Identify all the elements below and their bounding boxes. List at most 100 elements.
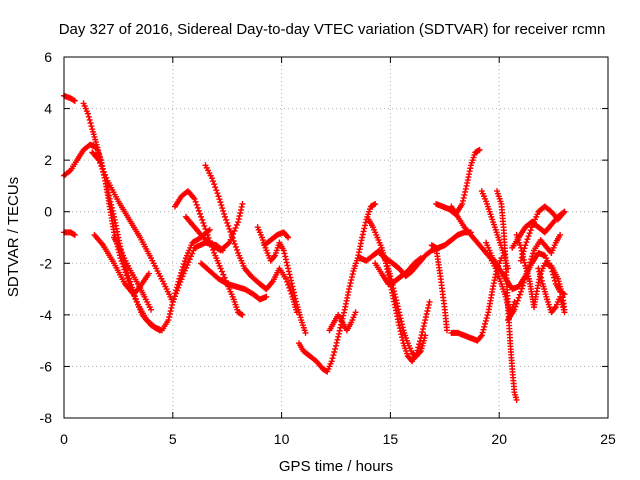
y-tick-label: -6 bbox=[40, 358, 53, 374]
data-point-plus bbox=[517, 257, 524, 264]
data-point-plus bbox=[333, 339, 340, 346]
data-point-plus bbox=[223, 216, 230, 223]
data-point-plus bbox=[238, 203, 245, 210]
data-point-plus bbox=[199, 216, 206, 223]
data-point-plus bbox=[459, 200, 466, 207]
data-point-plus bbox=[202, 225, 209, 232]
data-point-plus bbox=[224, 219, 231, 226]
series-arc-21 bbox=[433, 146, 483, 218]
data-point-plus bbox=[425, 301, 432, 308]
data-point-plus bbox=[216, 196, 223, 203]
data-point-plus bbox=[360, 228, 367, 235]
data-point-plus bbox=[513, 396, 520, 403]
data-point-plus bbox=[288, 277, 295, 284]
series-arc-1 bbox=[61, 92, 78, 104]
plot-frame bbox=[63, 56, 609, 419]
data-point-plus bbox=[336, 327, 343, 334]
data-point-plus bbox=[177, 279, 184, 286]
data-point-plus bbox=[174, 287, 181, 294]
data-point-plus bbox=[171, 293, 178, 300]
data-point-plus bbox=[421, 320, 428, 327]
grid bbox=[64, 57, 608, 418]
data-point-plus bbox=[107, 198, 114, 205]
data-point-plus bbox=[214, 190, 221, 197]
data-point-plus bbox=[176, 281, 183, 288]
data-point-plus bbox=[169, 301, 176, 308]
data-point-plus bbox=[481, 323, 488, 330]
data-point-plus bbox=[523, 270, 530, 277]
data-point-plus bbox=[98, 163, 105, 170]
data-point-plus bbox=[94, 155, 101, 162]
data-point-plus bbox=[523, 239, 530, 246]
y-tick-labels: -8 -6 -4 -2 0 2 4 6 bbox=[40, 49, 53, 426]
data-point-plus bbox=[95, 147, 102, 154]
data-point-plus bbox=[106, 195, 113, 202]
data-point-plus bbox=[237, 210, 244, 217]
data-point-plus bbox=[413, 350, 420, 357]
data-point-plus bbox=[426, 298, 433, 305]
data-point-plus bbox=[537, 274, 544, 281]
data-point-plus bbox=[362, 222, 369, 229]
data-point-plus bbox=[286, 271, 293, 278]
data-point-plus bbox=[270, 253, 277, 260]
data-point-plus bbox=[535, 265, 542, 272]
data-point-plus bbox=[328, 358, 335, 365]
data-point-plus bbox=[281, 250, 288, 257]
y-tick-label: 2 bbox=[44, 152, 52, 168]
series-arc-7 bbox=[111, 234, 155, 313]
data-point-plus bbox=[285, 281, 292, 288]
data-point-plus bbox=[286, 284, 293, 291]
data-point-plus bbox=[213, 187, 220, 194]
data-point-plus bbox=[109, 207, 116, 214]
series-arc-31 bbox=[535, 265, 568, 316]
x-tick-label: 25 bbox=[600, 431, 616, 447]
data-point-plus bbox=[561, 309, 568, 316]
data-point-plus bbox=[520, 248, 527, 255]
data-point-plus bbox=[560, 210, 567, 217]
data-point-plus bbox=[203, 228, 210, 235]
series-arc-13 bbox=[254, 224, 309, 336]
data-point-plus bbox=[514, 297, 521, 304]
data-point-plus bbox=[97, 160, 104, 167]
series-arc-26 bbox=[494, 188, 520, 403]
data-point-plus bbox=[180, 270, 187, 277]
data-point-plus bbox=[102, 171, 109, 178]
data-point-plus bbox=[287, 287, 294, 294]
data-point-plus bbox=[167, 307, 174, 314]
axis-ticks bbox=[63, 56, 609, 419]
data-point-plus bbox=[333, 342, 339, 349]
data-point-plus bbox=[417, 255, 424, 262]
data-point-plus bbox=[84, 110, 91, 117]
y-tick-label: -2 bbox=[40, 255, 53, 271]
data-point-plus bbox=[285, 265, 292, 272]
data-point-plus bbox=[230, 237, 237, 244]
data-point-plus bbox=[145, 270, 152, 277]
data-point-plus bbox=[192, 198, 199, 205]
data-point-plus bbox=[561, 208, 568, 215]
data-point-plus bbox=[233, 246, 240, 253]
data-point-plus bbox=[537, 271, 544, 278]
data-point-plus bbox=[362, 219, 369, 226]
data-point-plus bbox=[331, 348, 338, 355]
data-point-plus bbox=[239, 311, 246, 318]
data-point-plus bbox=[352, 309, 359, 316]
data-point-plus bbox=[211, 181, 218, 188]
data-point-plus bbox=[148, 306, 155, 313]
x-tick-label: 15 bbox=[383, 431, 399, 447]
data-point-plus bbox=[287, 274, 294, 281]
data-point-plus bbox=[180, 263, 187, 270]
data-point-plus bbox=[282, 275, 289, 282]
data-point-plus bbox=[348, 274, 355, 281]
data-point-plus bbox=[239, 200, 246, 207]
data-point-plus bbox=[190, 247, 197, 254]
series-arc-8 bbox=[171, 188, 246, 318]
data-point-plus bbox=[512, 303, 519, 310]
data-point-plus bbox=[462, 185, 469, 192]
data-point-plus bbox=[530, 250, 537, 257]
data-point-plus bbox=[179, 273, 186, 280]
data-point-plus bbox=[529, 253, 536, 260]
data-point-plus bbox=[443, 327, 450, 334]
data-point-plus bbox=[349, 271, 356, 278]
x-axis-label: GPS time / hours bbox=[279, 458, 393, 475]
